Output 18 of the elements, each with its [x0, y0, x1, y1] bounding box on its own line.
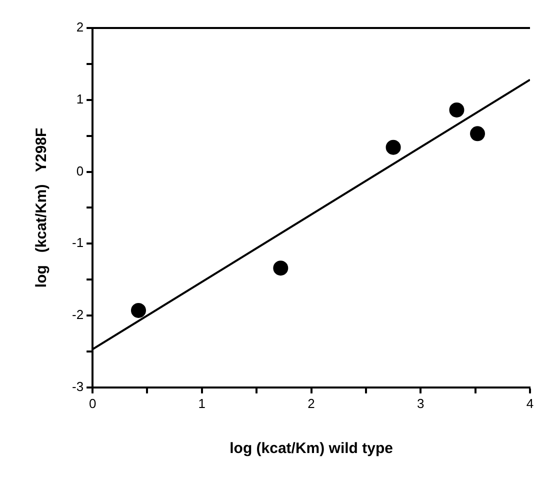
- x-tick-label: 4: [526, 396, 534, 411]
- point: [470, 126, 486, 142]
- y-tick-label: 1: [76, 91, 84, 106]
- x-tick-label: 2: [308, 396, 315, 411]
- y-tick-label: -3: [72, 378, 84, 394]
- y-axis-title: log (kcat/Km) Y298F: [33, 128, 50, 288]
- x-tick-label: 3: [417, 396, 424, 411]
- point: [130, 302, 146, 318]
- point: [273, 260, 288, 276]
- point: [449, 102, 464, 118]
- y-tick-label: -1: [72, 235, 84, 250]
- x-axis-title: log (kcat/Km) wild type: [230, 440, 393, 458]
- y-tick-label: 0: [76, 163, 84, 178]
- y-tick-label: 2: [76, 20, 84, 35]
- x-tick-label: 0: [88, 396, 96, 411]
- point: [386, 140, 401, 155]
- x-tick-label: 1: [198, 396, 206, 411]
- y-tick-label: -2: [72, 307, 84, 322]
